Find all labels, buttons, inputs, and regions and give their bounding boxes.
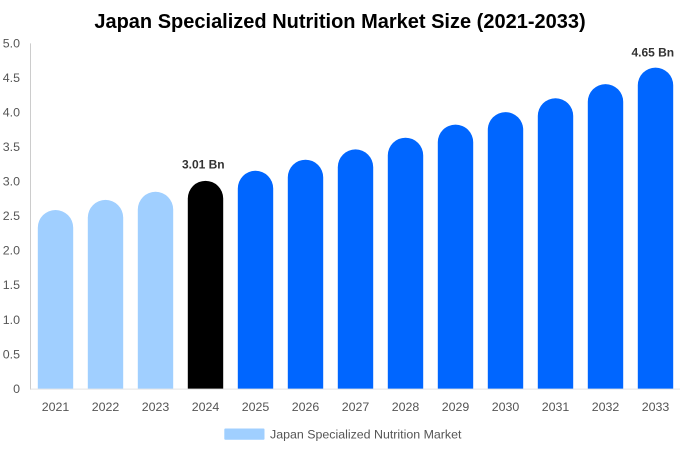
svg-text:2028: 2028	[392, 400, 420, 414]
svg-text:2032: 2032	[592, 400, 620, 414]
svg-text:2033: 2033	[642, 400, 670, 414]
svg-text:0.5: 0.5	[3, 347, 20, 361]
svg-text:2.0: 2.0	[3, 244, 20, 258]
svg-text:4.0: 4.0	[3, 106, 20, 120]
svg-text:2024: 2024	[192, 400, 220, 414]
svg-text:2021: 2021	[42, 400, 70, 414]
svg-text:Japan Specialized Nutrition Ma: Japan Specialized Nutrition Market	[270, 428, 462, 442]
svg-text:4.65 Bn: 4.65 Bn	[631, 45, 674, 59]
svg-text:1.5: 1.5	[3, 278, 20, 292]
svg-text:2030: 2030	[492, 400, 520, 414]
svg-text:4.5: 4.5	[3, 71, 20, 85]
svg-text:2022: 2022	[92, 400, 120, 414]
svg-text:1.0: 1.0	[3, 313, 20, 327]
svg-text:2029: 2029	[442, 400, 470, 414]
svg-text:2027: 2027	[342, 400, 370, 414]
svg-text:3.01 Bn: 3.01 Bn	[182, 158, 225, 172]
svg-text:2031: 2031	[542, 400, 570, 414]
svg-text:0: 0	[13, 382, 20, 396]
svg-text:2025: 2025	[242, 400, 270, 414]
svg-text:3.5: 3.5	[3, 140, 20, 154]
svg-text:3.0: 3.0	[3, 175, 20, 189]
svg-text:Japan Specialized Nutrition Ma: Japan Specialized Nutrition Market Size …	[94, 11, 585, 33]
svg-text:2026: 2026	[292, 400, 320, 414]
svg-text:2023: 2023	[142, 400, 170, 414]
svg-text:2.5: 2.5	[3, 209, 20, 223]
svg-text:5.0: 5.0	[3, 37, 20, 51]
